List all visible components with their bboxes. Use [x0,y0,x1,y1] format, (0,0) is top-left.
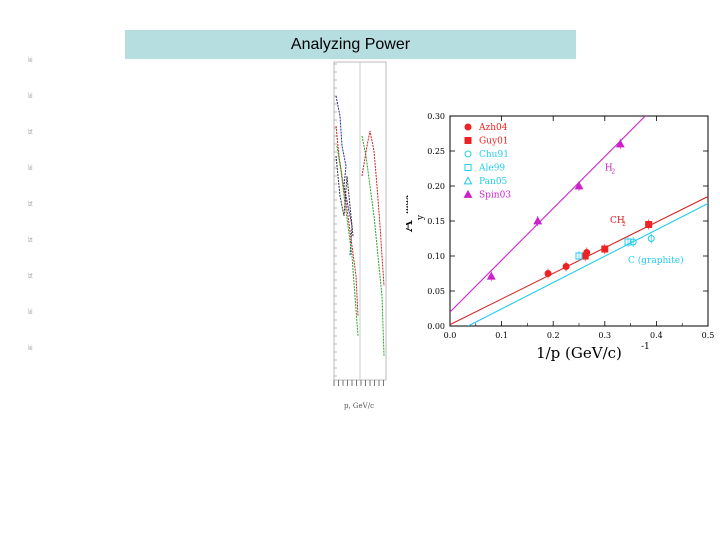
x-tick-label: 0.4 [650,331,663,340]
y-axis-label: A [406,220,416,233]
data-point-chu91 [647,235,655,242]
data-point-spin03 [574,181,584,190]
y-axis-label-super: max [406,195,411,214]
x-axis-label: 1/p (GeV/c) [536,344,622,362]
left-tick-glyph: lal [28,164,33,172]
y-tick-label: 0.20 [427,182,445,191]
plot-frame [449,115,709,327]
data-point-guy01 [645,221,653,228]
mini-plot-series-line [361,130,385,287]
analyzing-power-chart: 0.0 0.1 0.2 0.3 0.4 0.5 0.00 0.05 0.10 0.15 0.20 0.… [406,112,715,362]
mini-plot-series-line [336,145,359,337]
x-tick-label: 0.2 [547,331,560,340]
data-point-spin03 [533,216,543,225]
x-tick-label: 0.0 [444,331,457,340]
y-tick-label: 0.30 [427,112,445,121]
legend-marker [463,176,473,185]
fit-line-label: C (graphite) [628,255,684,266]
data-point-chu91 [629,238,637,246]
left-tick-glyph: lal [28,92,33,100]
data-point-azh04 [544,270,552,277]
data-point-ale99 [624,238,632,246]
legend-label: Pan05 [479,177,508,187]
legend-marker [463,189,473,198]
legend-label: Chu91 [479,150,509,160]
fit-line [467,203,708,326]
legend-marker [464,137,472,144]
data-point-guy01 [581,252,589,260]
mini-plot-series-line [335,95,353,257]
mini-plot: p, GeV/c [333,61,387,410]
legend-label: Guy01 [479,137,509,147]
y-tick-label: 0.15 [427,217,445,226]
legend-marker [464,150,472,158]
x-tick-label: 0.5 [702,331,715,340]
data-point-guy01 [601,245,609,253]
legend-label: Spin03 [479,191,511,201]
y-tick-label: 0.05 [427,287,445,296]
left-tick-glyph: lzt [28,200,33,208]
fit-line-label-sub: 2 [622,221,626,228]
legend-marker [464,164,472,171]
left-tick-glyph: lai [28,344,33,352]
left-axis-ticks: lai lal lzt lal lzt lzt lzt lal lai [28,56,42,366]
y-axis-label-sub: y [416,214,426,221]
legend-label: Ale99 [478,164,505,174]
slide-title-bar: Analyzing Power [125,30,576,59]
left-tick-glyph: lai [28,56,33,64]
left-tick-glyph: lal [28,308,33,316]
legend-label: Azh04 [478,123,508,133]
mini-plot-xlabel: p, GeV/c [344,402,374,410]
fit-line-label-sub: 2 [611,169,615,176]
fit-line-label: CH [610,216,625,226]
slide-title: Analyzing Power [290,35,411,53]
data-point-spin03 [615,139,625,148]
x-axis-label-exponent: -1 [641,342,650,352]
x-tick-label: 0.1 [495,331,508,340]
left-tick-glyph: lzt [28,272,33,280]
mini-plot-series-line [335,155,354,237]
y-tick-label: 0.00 [427,322,445,331]
data-point-azh04 [562,263,570,270]
left-tick-glyph: lzt [28,128,33,136]
data-point-spin03 [486,271,496,280]
y-tick-label: 0.25 [427,147,445,156]
left-tick-glyph: lzt [28,236,33,244]
x-tick-label: 0.3 [598,331,611,340]
data-point-ale99 [575,252,583,260]
fit-line-label: H [605,164,613,174]
y-tick-label: 0.10 [427,252,445,261]
legend-marker [464,123,472,131]
